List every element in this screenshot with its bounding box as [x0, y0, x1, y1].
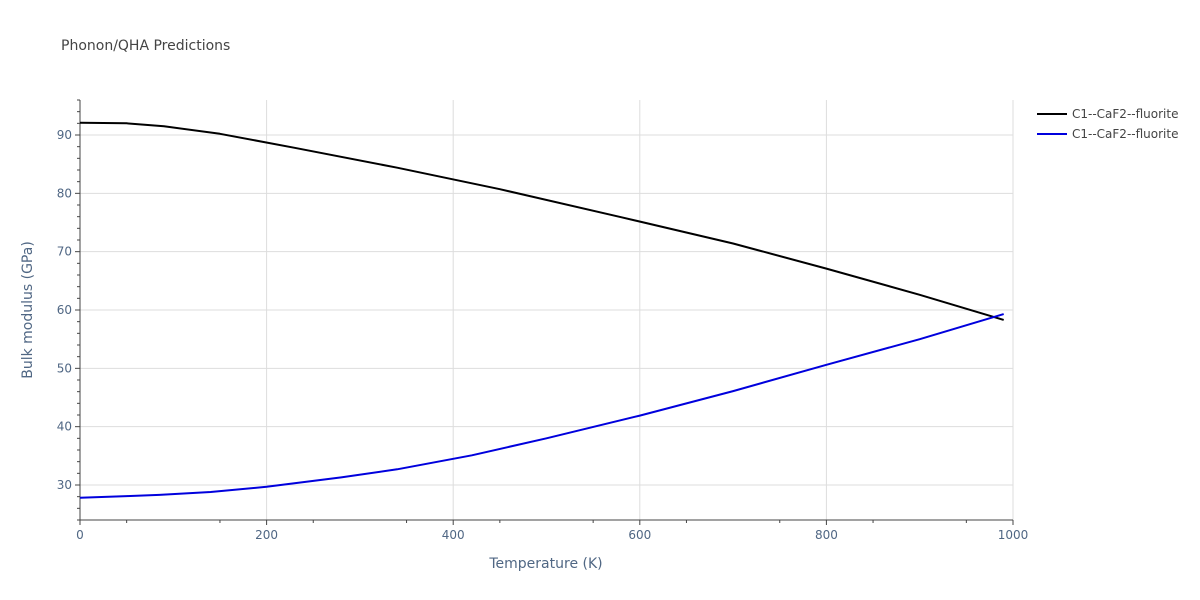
legend[interactable]: C1--CaF2--fluorite C1--CaF2--fluorite [1037, 107, 1178, 141]
series-line-2[interactable] [79, 313, 1004, 499]
y-tick-label: 70 [57, 245, 72, 259]
x-tick-label: 1000 [998, 528, 1029, 542]
y-tick-label: 90 [57, 128, 72, 142]
x-tick-label: 800 [815, 528, 838, 542]
y-tick-label: 40 [57, 420, 72, 434]
y-tick-label: 30 [57, 478, 72, 492]
legend-label: C1--CaF2--fluorite [1072, 127, 1178, 141]
legend-item-1[interactable]: C1--CaF2--fluorite [1037, 107, 1178, 121]
y-tick-label: 60 [57, 303, 72, 317]
grid [80, 100, 1014, 520]
chart-title: Phonon/QHA Predictions [61, 38, 230, 54]
x-tick-label: 0 [76, 528, 84, 542]
y-axis-title: Bulk modulus (GPa) [20, 241, 36, 379]
legend-label: C1--CaF2--fluorite [1072, 107, 1178, 121]
y-tick-label: 50 [57, 361, 72, 375]
x-axis-title: Temperature (K) [488, 556, 602, 572]
series-layer [79, 121, 1004, 499]
legend-item-2[interactable]: C1--CaF2--fluorite [1037, 127, 1178, 141]
series-line-1[interactable] [79, 121, 1004, 321]
x-tick-label: 200 [255, 528, 278, 542]
x-tick-label: 400 [442, 528, 465, 542]
y-tick-label: 80 [57, 186, 72, 200]
x-tick-label: 600 [628, 528, 651, 542]
axes: 0 200 400 600 800 1000 30 40 50 60 70 80 90 [57, 99, 1029, 542]
